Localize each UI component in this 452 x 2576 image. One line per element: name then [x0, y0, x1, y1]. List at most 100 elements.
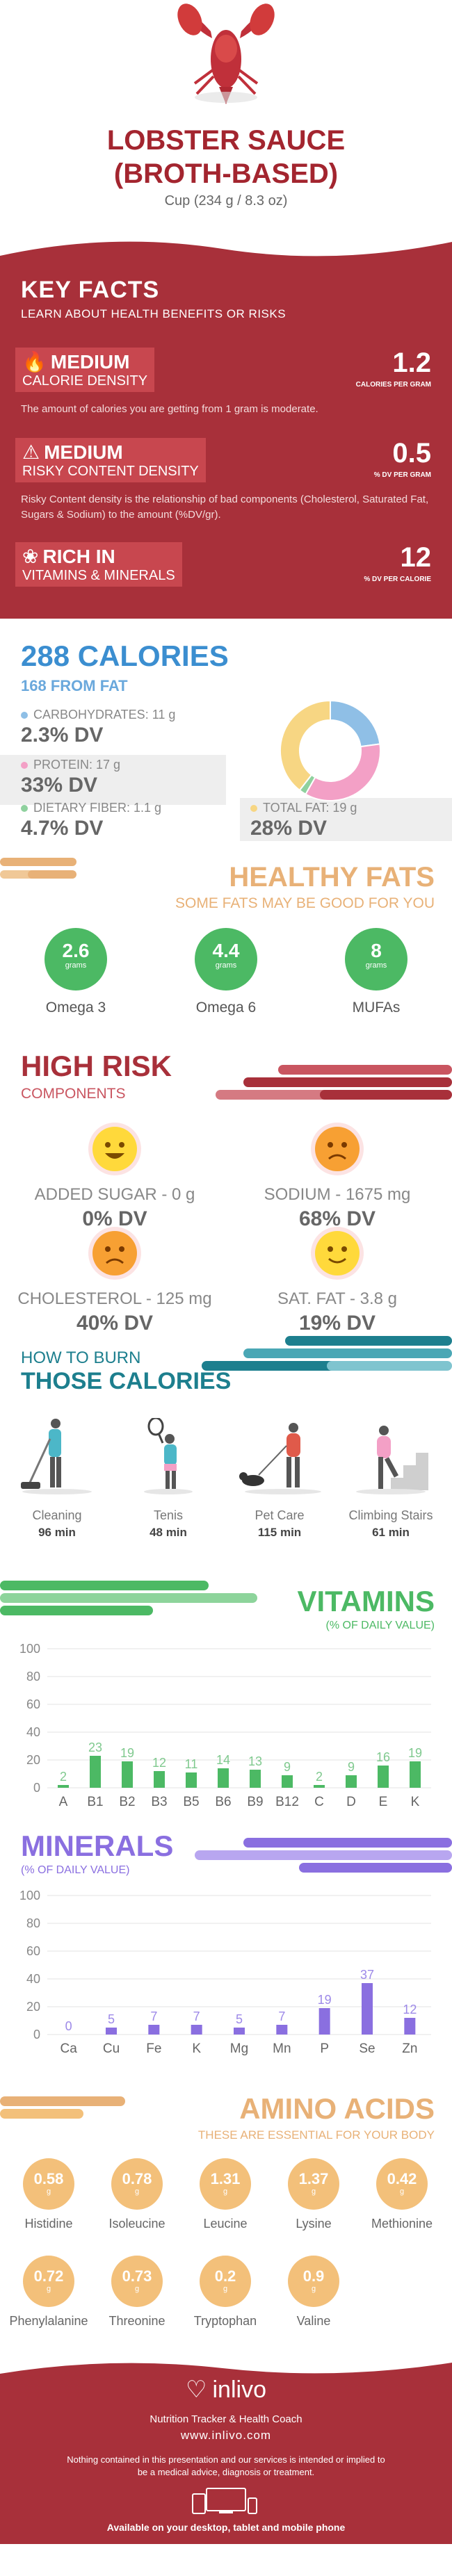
bar-E: [378, 1766, 389, 1788]
x-tick-label: B3: [151, 1795, 167, 1809]
amino-acid-name: Methionine: [371, 2217, 433, 2231]
logo-text: inlivo: [212, 2376, 266, 2403]
y-tick-label: 80: [26, 1916, 40, 1930]
minerals-subtitle: (% OF DAILY VALUE): [21, 1864, 130, 1876]
x-tick-label: A: [59, 1795, 68, 1809]
risky-density-desc: Risky Content density is the relationshi…: [21, 494, 429, 521]
calories-from-fat: 168 FROM FAT: [21, 677, 128, 694]
bar-value-label: 5: [108, 2012, 115, 2026]
calorie-density-unit: CALORIES PER GRAM: [355, 381, 431, 389]
leaf-icon: ❀: [22, 546, 39, 567]
amino-acid-value: 0.58: [33, 2170, 64, 2187]
x-tick-label: B2: [119, 1795, 135, 1809]
footer-disclaimer: Nothing contained in this presentation a…: [67, 2454, 385, 2477]
decor-stripes: [0, 2096, 125, 2119]
mufas-circle: 8 grams: [345, 928, 407, 991]
cholesterol-item: CHOLESTEROL - 125 mg 40% DV: [10, 1227, 219, 1335]
amino-acids-title: AMINO ACIDS: [239, 2092, 435, 2125]
fat-dot-icon: [250, 804, 257, 812]
x-tick-label: B5: [183, 1795, 199, 1809]
risky-density-label: ⚠ MEDIUM RISKY CONTENT DENSITY: [15, 438, 206, 482]
key-facts-title: KEY FACTS: [21, 277, 160, 303]
amino-acid-circle: 0.9 g: [288, 2256, 339, 2307]
footer-url[interactable]: www.inlivo.com: [180, 2429, 272, 2442]
x-tick-label: Mn: [273, 2041, 291, 2056]
amino-acid-name: Phenylalanine: [9, 2314, 88, 2328]
sad-face-icon: [92, 1231, 137, 1275]
amino-acid-name: Leucine: [203, 2217, 248, 2231]
amino-acid-unit: g: [399, 2187, 405, 2196]
burn-calories-section: HOW TO BURN THOSE CALORIES Cleaning 96 m…: [0, 1328, 452, 1578]
bar-value-label: 7: [278, 2010, 285, 2023]
footer: ♡ inlivo Nutrition Tracker & Health Coac…: [0, 2356, 452, 2544]
y-tick-label: 0: [33, 1781, 40, 1795]
pet-care-minutes: 115 min: [257, 1526, 302, 1539]
omega3-unit: grams: [65, 961, 87, 970]
x-tick-label: K: [411, 1795, 420, 1809]
x-tick-label: B12: [275, 1795, 299, 1809]
minerals-title: MINERALS: [21, 1829, 174, 1862]
y-tick-label: 0: [33, 2028, 40, 2041]
x-tick-label: B6: [215, 1795, 231, 1809]
amino-acid-unit: g: [311, 2187, 316, 2196]
tennis-minutes: 48 min: [150, 1526, 187, 1539]
macro-donut-chart: [280, 699, 381, 801]
minerals-section: MINERALS (% OF DAILY VALUE) 0 20 40 60 80 100…: [0, 1821, 452, 2078]
amino-acid-name: Tryptophan: [193, 2314, 257, 2328]
amino-acid-name: Histidine: [24, 2217, 73, 2231]
fiber-dot-icon: [21, 804, 28, 812]
x-tick-label: Ca: [60, 2041, 78, 2056]
added-sugar-dv: 0% DV: [82, 1207, 147, 1230]
sodium-label: SODIUM - 1675 mg: [264, 1185, 411, 1204]
omega3-circle: 2.6 grams: [45, 928, 107, 991]
bar-K: [410, 1761, 421, 1788]
header: LOBSTER SAUCE (BROTH-BASED) Cup (234 g /…: [0, 0, 452, 229]
high-risk-subtitle: COMPONENTS: [21, 1086, 126, 1102]
bar-value-label: 19: [120, 1746, 134, 1760]
amino-acid-circle: 1.37 g: [288, 2158, 339, 2210]
sodium-item: SODIUM - 1675 mg 68% DV: [233, 1123, 442, 1231]
omega6-unit: grams: [215, 961, 237, 970]
amino-acid-name: Valine: [296, 2314, 331, 2328]
amino-acid-name: Threonine: [108, 2314, 166, 2328]
protein-dot-icon: [21, 761, 28, 769]
bar-Mg: [234, 2028, 245, 2035]
bar-value-label: 7: [193, 2010, 200, 2023]
vitamins-title: VITAMINS: [297, 1585, 435, 1617]
amino-acid-circle: 1.31 g: [200, 2158, 251, 2210]
y-tick-label: 100: [19, 1642, 40, 1656]
protein-highlight: [0, 755, 226, 805]
amino-acid-item: 1.37 g Lysine: [272, 2158, 355, 2231]
bar-value-label: 7: [150, 2010, 157, 2023]
donut-slice-fat: [280, 699, 331, 792]
activity-tennis: Tenis 48 min: [120, 1417, 217, 1540]
vitamins-section: VITAMINS (% OF DAILY VALUE) 0 20 40 60 80 100…: [0, 1578, 452, 1821]
decor-stripes: [0, 858, 76, 879]
amino-acid-value: 0.2: [214, 2267, 236, 2285]
amino-acid-item: 1.31 g Leucine: [184, 2158, 267, 2231]
decor-stripes: [202, 1336, 452, 1371]
rich-name: VITAMINS & MINERALS: [22, 568, 175, 583]
y-tick-label: 80: [26, 1670, 40, 1684]
bar-K: [191, 2025, 202, 2035]
x-tick-label: E: [379, 1795, 388, 1809]
x-tick-label: Zn: [402, 2041, 417, 2056]
bar-value-label: 16: [376, 1750, 390, 1764]
cholesterol-label: CHOLESTEROL - 125 mg: [17, 1289, 212, 1308]
y-tick-label: 40: [26, 1972, 40, 1986]
bar-Fe: [148, 2025, 160, 2035]
x-tick-label: C: [314, 1795, 324, 1809]
amino-acid-value: 0.9: [302, 2267, 325, 2285]
stairs-minutes: 61 min: [372, 1526, 410, 1539]
bar-value-label: 19: [408, 1746, 422, 1760]
x-tick-label: Se: [359, 2041, 375, 2056]
activity-cleaning: Cleaning 96 min: [8, 1418, 106, 1540]
amino-acid-unit: g: [134, 2285, 140, 2293]
bar-value-label: 2: [316, 1770, 323, 1784]
devices-icon: [192, 2488, 257, 2514]
tennis-icon: [144, 1417, 193, 1494]
cleaning-icon: [21, 1419, 92, 1494]
serving-size: Cup (234 g / 8.3 oz): [164, 193, 288, 209]
amino-acid-value: 0.42: [387, 2170, 417, 2187]
x-tick-label: B1: [87, 1795, 103, 1809]
